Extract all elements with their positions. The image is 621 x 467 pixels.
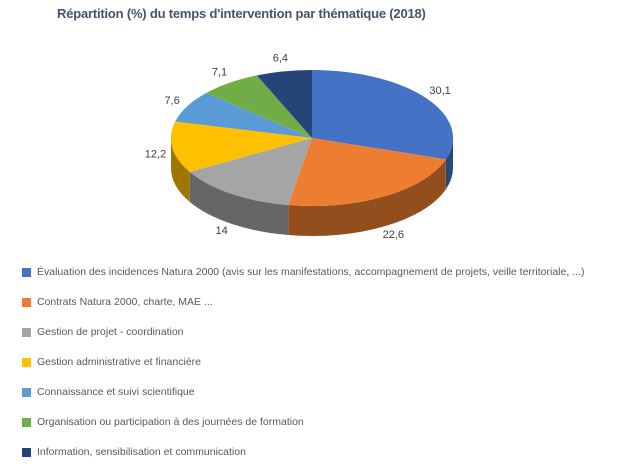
legend-swatch [22, 417, 31, 427]
pie-slice [189, 138, 312, 206]
legend: Évaluation des incidences Natura 2000 (a… [22, 266, 584, 458]
pie-data-label: 12,2 [145, 148, 166, 160]
legend-label: Information, sensibilisation et communic… [37, 446, 246, 458]
legend-label: Gestion administrative et financière [37, 356, 201, 368]
legend-label: Contrats Natura 2000, charte, MAE ... [37, 296, 213, 308]
pie-slice [206, 75, 312, 138]
legend-item: Gestion administrative et financière [22, 356, 584, 368]
pie-chart: 30,1 22,6 14 12,2 7,6 7,1 6,4 [145, 53, 453, 241]
pie-slice [175, 93, 312, 138]
pie-data-label: 6,4 [273, 53, 288, 65]
pie-slice [256, 70, 312, 138]
legend-swatch [22, 327, 31, 337]
pie-slice-wall [445, 138, 453, 190]
pie-slice [170, 121, 312, 172]
pie-slice [288, 138, 446, 206]
legend-swatch [22, 387, 31, 397]
legend-label: Organisation ou participation à des jour… [37, 416, 304, 428]
pie-data-label: 7,1 [212, 67, 227, 79]
pie-slice [312, 70, 453, 160]
pie-slice-wall [288, 159, 446, 236]
legend-swatch [22, 297, 31, 307]
pie-slice-wall [189, 171, 289, 236]
pie-data-label: 30,1 [429, 85, 450, 97]
legend-swatch [22, 447, 31, 457]
legend-item: Gestion de projet - coordination [22, 326, 584, 338]
legend-swatch [22, 357, 31, 367]
legend-item: Contrats Natura 2000, charte, MAE ... [22, 296, 584, 308]
legend-item: Organisation ou participation à des jour… [22, 416, 584, 428]
pie-data-label: 14 [215, 225, 227, 237]
legend-item: Évaluation des incidences Natura 2000 (a… [22, 266, 584, 278]
pie-data-label: 7,6 [164, 95, 179, 107]
legend-label: Connaissance et suivi scientifique [37, 386, 195, 398]
legend-label: Gestion de projet - coordination [37, 326, 184, 338]
legend-item: Connaissance et suivi scientifique [22, 386, 584, 398]
legend-label: Évaluation des incidences Natura 2000 (a… [37, 266, 585, 278]
chart-title: Répartition (%) du temps d'intervention … [57, 6, 426, 21]
pie-data-label: 22,6 [383, 229, 404, 241]
legend-swatch [22, 267, 31, 277]
legend-item: Information, sensibilisation et communic… [22, 446, 584, 458]
pie-slice-wall [171, 138, 190, 202]
